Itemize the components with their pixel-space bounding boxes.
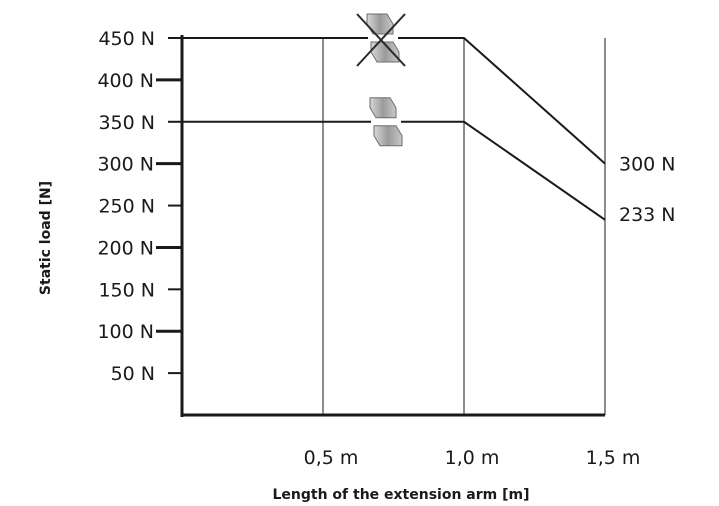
series-end-label: 300 N — [619, 154, 676, 176]
y-tick-label: 400 N — [97, 70, 154, 92]
y-axis-title: Static load [N] — [38, 181, 54, 295]
x-tick-label: 1,5 m — [586, 447, 641, 469]
series-line — [182, 37, 606, 165]
y-tick-label: 250 N — [98, 196, 155, 218]
y-tick-label: 150 N — [98, 279, 155, 301]
y-tick-label: 450 N — [98, 28, 155, 50]
x-tick-label: 1,0 m — [445, 447, 500, 469]
y-tick-label: 350 N — [98, 112, 155, 134]
y-tick-label: 200 N — [97, 237, 154, 259]
series-line — [182, 120, 606, 221]
x-tick-label: 0,5 m — [304, 447, 359, 469]
y-tick-label: 50 N — [111, 363, 155, 385]
y-tick-label: 300 N — [97, 154, 154, 176]
x-axis-title: Length of the extension arm [m] — [272, 487, 529, 503]
mount-icon — [369, 95, 403, 147]
crossed-out-mount-icon — [356, 12, 406, 67]
series-end-label: 233 N — [619, 204, 676, 226]
y-tick-label: 100 N — [97, 321, 154, 343]
